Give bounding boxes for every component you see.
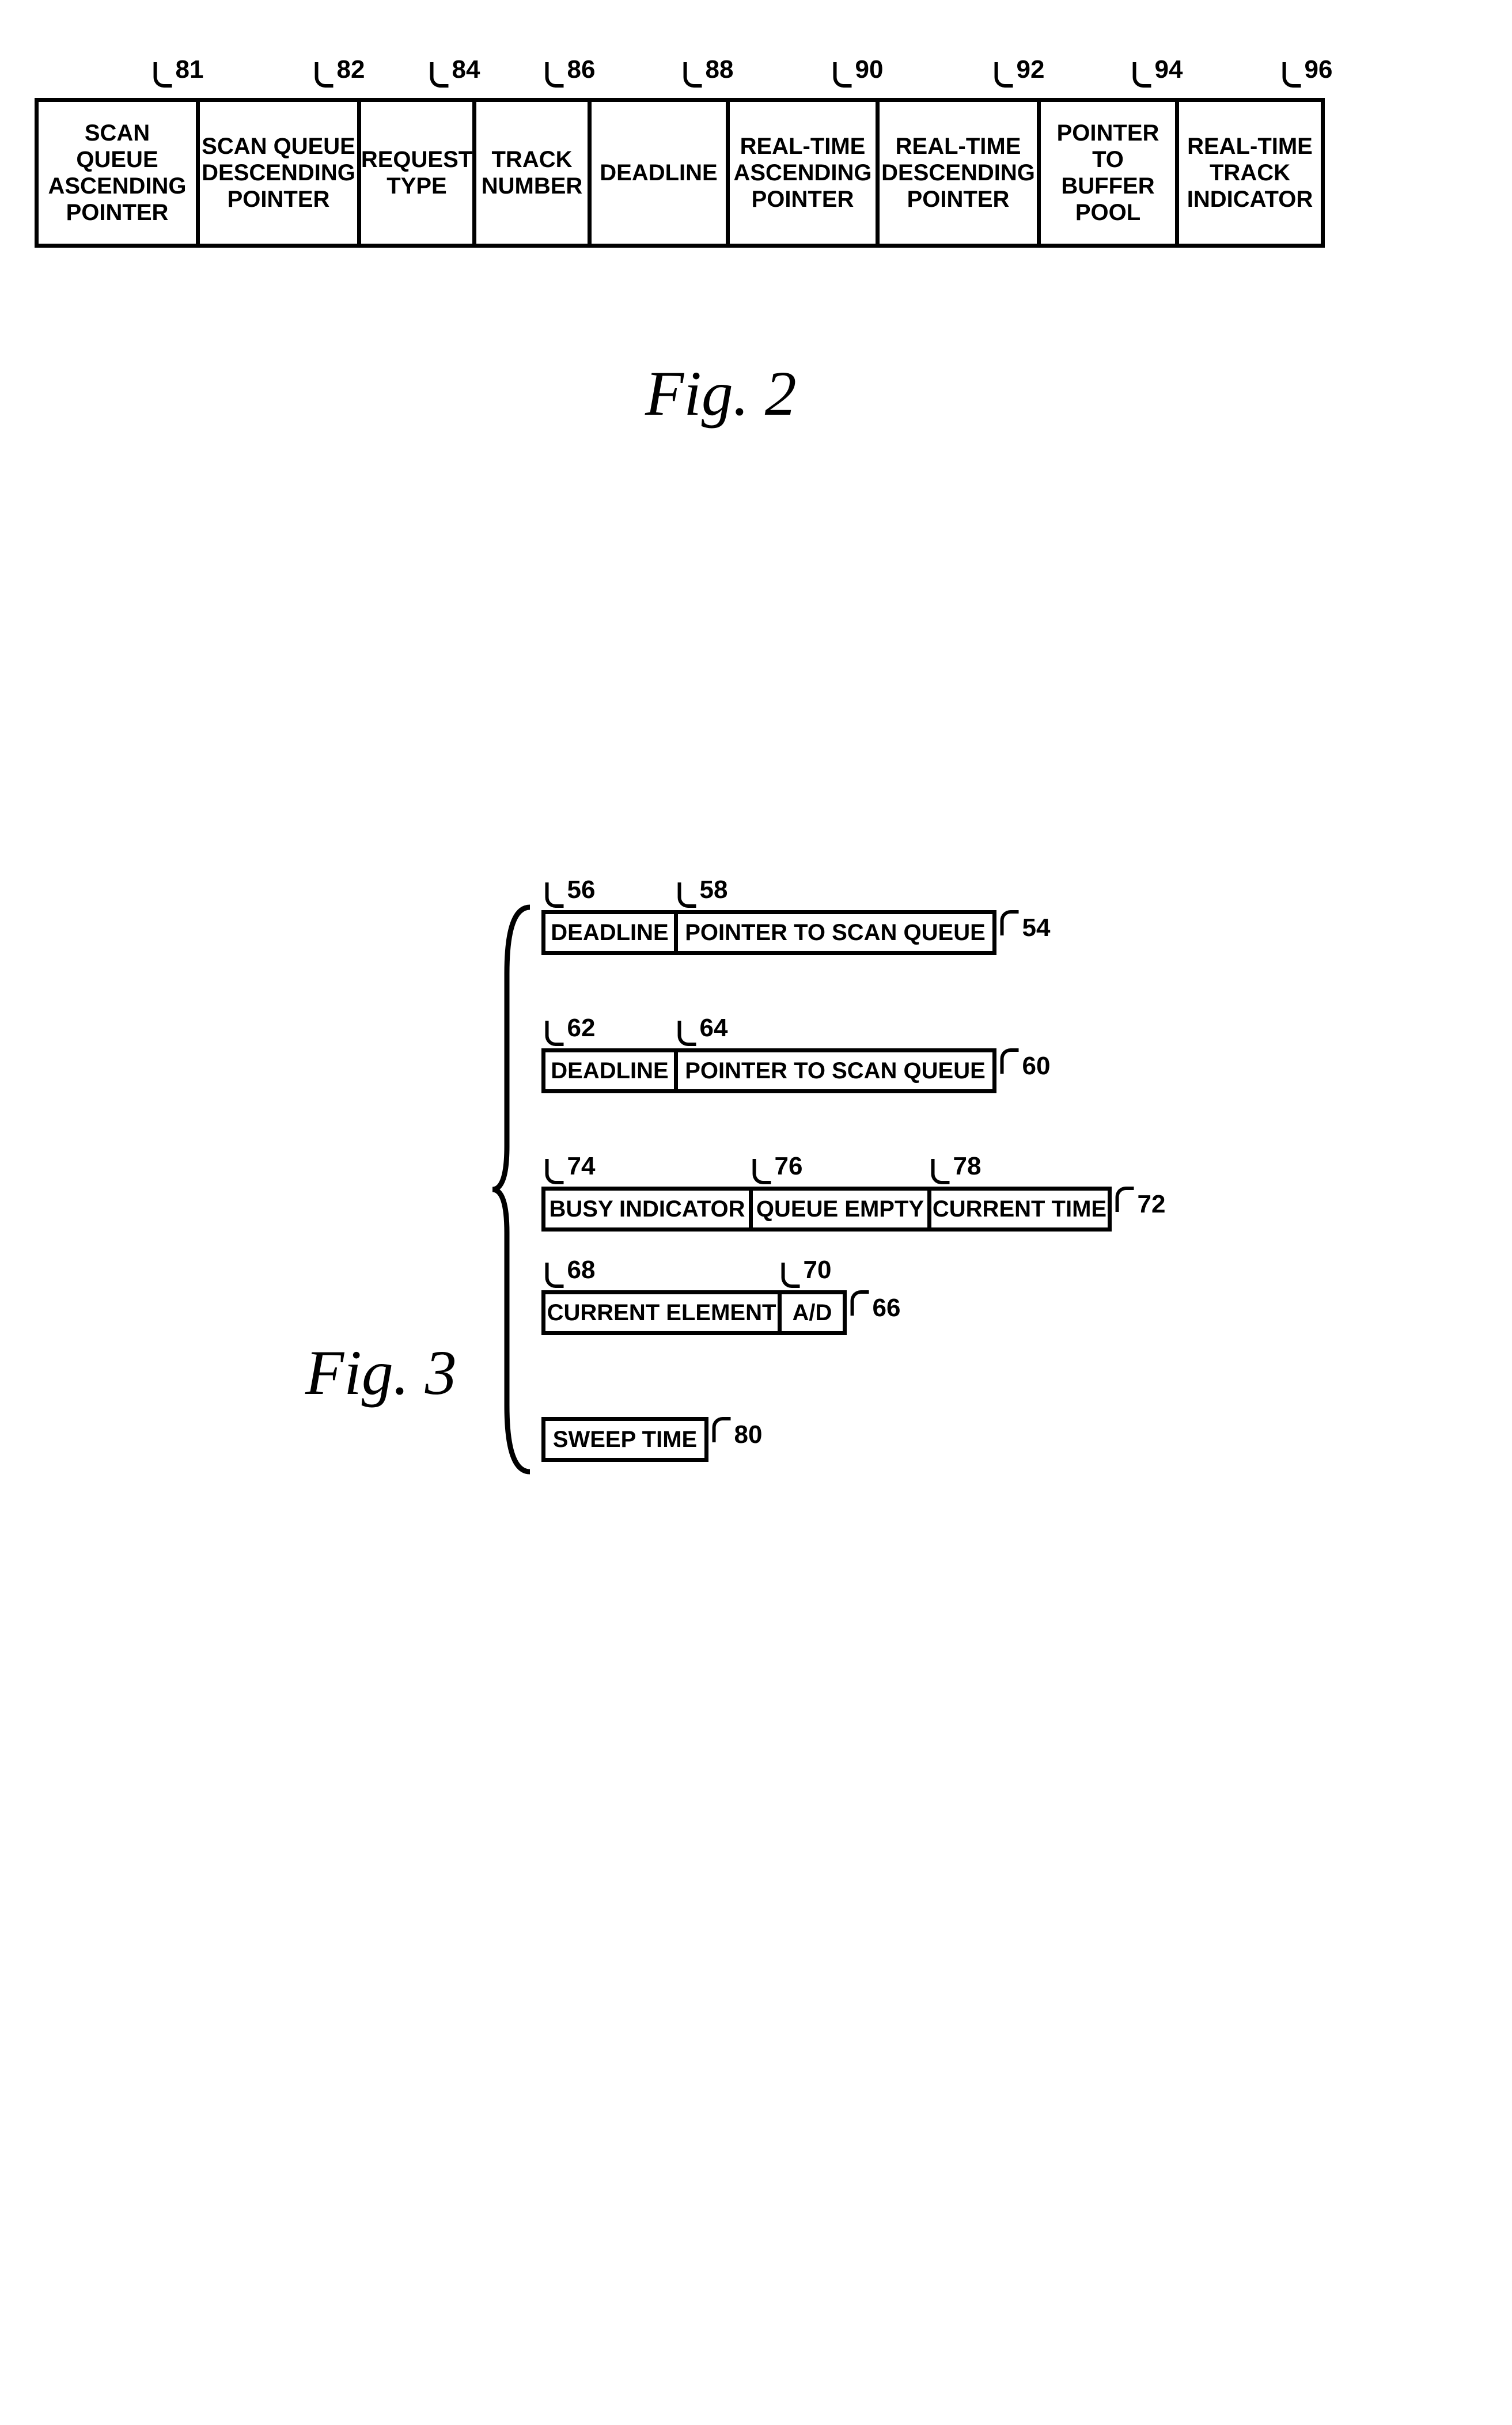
fig3-cellref-78: 78: [931, 1152, 982, 1181]
fig3-caption: Fig. 3: [305, 1336, 457, 1409]
fig3-cellref-70: 70: [782, 1256, 832, 1285]
fig3-cellref-62: 62: [545, 1014, 596, 1043]
fig2-cell-3: TRACKNUMBER: [472, 98, 588, 248]
fig3-cell-0-0: DEADLINE: [541, 910, 674, 955]
fig3-rowref-54: 54: [1001, 914, 1051, 942]
fig2-cell-7: POINTERTO BUFFERPOOL: [1037, 98, 1175, 248]
fig3-rowref-60: 60: [1001, 1052, 1051, 1081]
fig3-cellref-58: 58: [678, 876, 728, 904]
fig3-rowref-72: 72: [1116, 1190, 1166, 1219]
fig2-row: SCAN QUEUEASCENDINGPOINTERSCAN QUEUEDESC…: [35, 98, 1325, 248]
fig3-cellref-74: 74: [545, 1152, 596, 1181]
fig3-row-1: DEADLINEPOINTER TO SCAN QUEUE: [541, 1048, 996, 1093]
fig3-cellref-68: 68: [545, 1256, 596, 1285]
fig2-ref-82: 82: [315, 55, 365, 84]
fig2-ref-84: 84: [430, 55, 480, 84]
fig2-cell-0: SCAN QUEUEASCENDINGPOINTER: [35, 98, 196, 248]
fig3-cell-3-1: A/D: [778, 1290, 847, 1335]
fig3-row-4: SWEEP TIME: [541, 1417, 708, 1462]
page: 81 82 84 86 88 90 92 94 96 SCAN QUEUEASCENDINGPO…: [23, 35, 1489, 2390]
fig2-cell-4: DEADLINE: [588, 98, 726, 248]
fig2-cell-8: REAL-TIMETRACKINDICATOR: [1175, 98, 1325, 248]
fig3-cell-2-2: CURRENT TIME: [927, 1187, 1112, 1232]
fig2-ref-92: 92: [995, 55, 1045, 84]
fig3-cell-1-1: POINTER TO SCAN QUEUE: [674, 1048, 996, 1093]
fig2-ref-96: 96: [1283, 55, 1333, 84]
fig3-row-2: BUSY INDICATORQUEUE EMPTYCURRENT TIME: [541, 1187, 1112, 1232]
fig3-brace: [490, 904, 536, 1475]
fig2-cell-5: REAL-TIMEASCENDINGPOINTER: [726, 98, 876, 248]
fig2-ref-81: 81: [154, 55, 204, 84]
fig2-cell-2: REQUESTTYPE: [357, 98, 472, 248]
fig3-rowref-80: 80: [713, 1420, 763, 1449]
fig3-cell-1-0: DEADLINE: [541, 1048, 674, 1093]
fig2-cell-1: SCAN QUEUEDESCENDINGPOINTER: [196, 98, 357, 248]
fig3-rowref-66: 66: [851, 1294, 901, 1323]
fig3-cell-3-0: CURRENT ELEMENT: [541, 1290, 778, 1335]
fig3-cell-2-0: BUSY INDICATOR: [541, 1187, 749, 1232]
fig3-cellref-64: 64: [678, 1014, 728, 1043]
fig3-cellref-76: 76: [753, 1152, 803, 1181]
fig2-ref-88: 88: [684, 55, 734, 84]
fig3-cell-2-1: QUEUE EMPTY: [749, 1187, 927, 1232]
fig3-cellref-56: 56: [545, 876, 596, 904]
fig3-row-0: DEADLINEPOINTER TO SCAN QUEUE: [541, 910, 996, 955]
fig2-ref-90: 90: [833, 55, 884, 84]
fig2-ref-94: 94: [1133, 55, 1183, 84]
fig2-ref-86: 86: [545, 55, 596, 84]
fig3-cell-4-0: SWEEP TIME: [541, 1417, 708, 1462]
fig3-row-3: CURRENT ELEMENTA/D: [541, 1290, 847, 1335]
fig2-caption: Fig. 2: [645, 357, 797, 430]
fig3-cell-0-1: POINTER TO SCAN QUEUE: [674, 910, 996, 955]
fig2-cell-6: REAL-TIMEDESCENDINGPOINTER: [876, 98, 1037, 248]
fig2: 818284868890929496 SCAN QUEUEASCENDINGPO…: [35, 58, 1325, 248]
